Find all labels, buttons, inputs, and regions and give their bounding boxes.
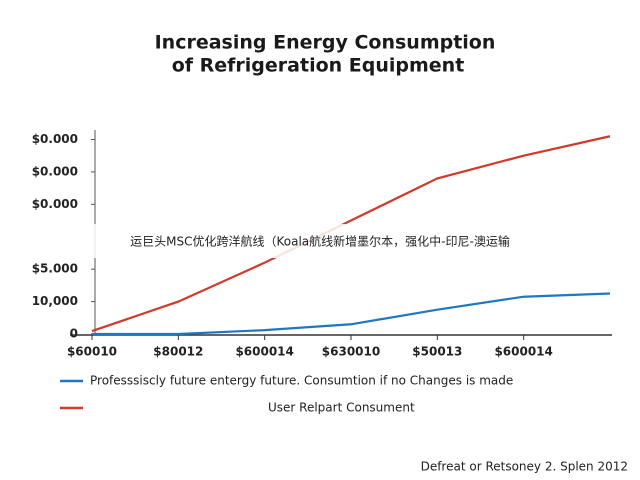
y-tick-label: $0.000 — [32, 132, 78, 146]
y-tick-label: 0 — [70, 327, 78, 341]
y-tick-label: 10,000 — [32, 294, 78, 308]
banner-text: 运巨头MSC优化跨洋航线（Koala航线新增墨尔本，强化中-印尼-澳运输 — [130, 234, 510, 249]
series-line — [91, 135, 611, 333]
x-tick-label: $80012 — [153, 345, 203, 359]
x-tick-label: $600014 — [494, 345, 552, 359]
y-tick-label: $5.000 — [32, 262, 78, 276]
y-tick-label: $0.000 — [32, 197, 78, 211]
x-tick-label: $50013 — [412, 345, 462, 359]
series-line — [92, 292, 611, 336]
chart-title: Increasing Energy Consumption — [155, 32, 496, 54]
banner-background — [0, 224, 640, 258]
y-tick-label: $0.000 — [32, 164, 78, 178]
chart-subtitle: of Refrigeration Equipment — [172, 55, 465, 77]
footer-note: Defreat or Retsoney 2. Splen 2012 — [421, 460, 628, 474]
x-tick-label: $600014 — [235, 345, 293, 359]
legend-label: User Relpart Consument — [268, 401, 415, 415]
x-tick-label: $630010 — [322, 345, 380, 359]
legend-label: Professsiscly future entergy future. Con… — [90, 374, 513, 388]
x-tick-label: $60010 — [67, 345, 117, 359]
